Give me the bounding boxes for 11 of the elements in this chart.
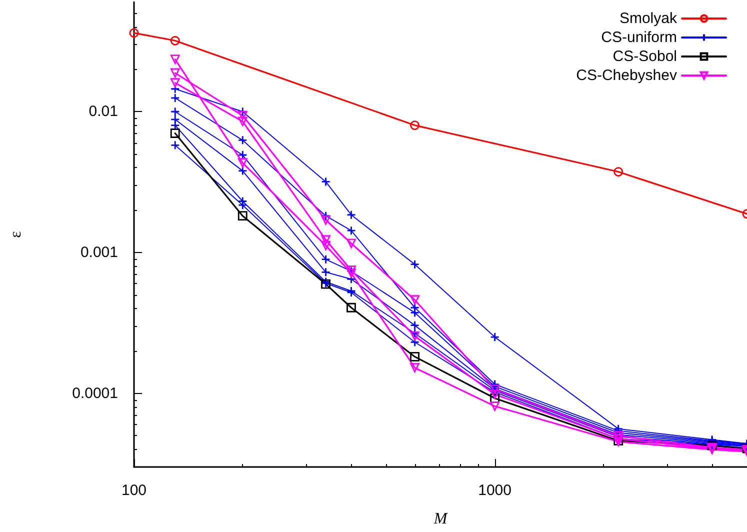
x-tick-label: 1000 [478,482,512,499]
legend-label: CS-Sobol [612,48,677,65]
legend-label: Smolyak [619,10,678,27]
y-axis-title: ε [8,230,24,238]
legend-label: CS-Chebyshev [576,67,678,84]
x-tick-label: 100 [121,482,147,499]
y-tick-label: 0.01 [88,103,118,120]
y-tick-label: 0.001 [80,244,118,261]
legend-label: CS-uniform [601,29,677,46]
x-axis-title: M [432,510,449,528]
y-tick-label: 0.0001 [72,384,118,402]
